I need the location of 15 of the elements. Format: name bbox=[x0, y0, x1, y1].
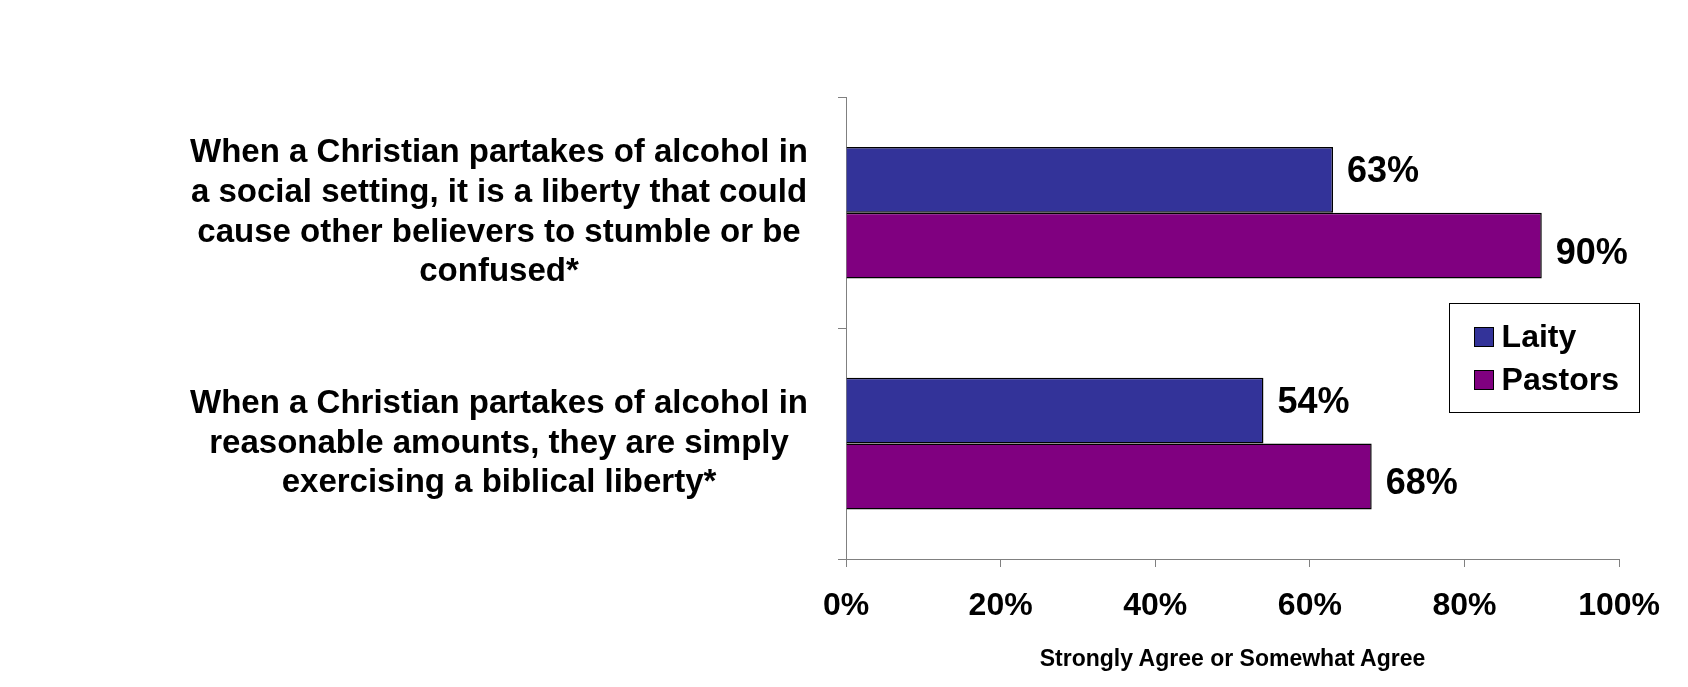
data-label: 68% bbox=[1385, 461, 1458, 503]
x-axis-title: Strongly Agree or Somewhat Agree bbox=[1039, 644, 1426, 671]
legend-label: Pastors bbox=[1501, 361, 1619, 398]
x-tick-label: 40% bbox=[1123, 586, 1188, 623]
data-label: 63% bbox=[1347, 148, 1420, 190]
x-tick-label: 0% bbox=[822, 586, 870, 623]
x-tick-label: 100% bbox=[1578, 586, 1660, 623]
y-tick-label: When a Christian partakes of alcohol in reasonable amounts, they are simply exercising a biblical liberty* bbox=[190, 383, 808, 500]
x-tick-label: 60% bbox=[1277, 586, 1342, 623]
data-label: 54% bbox=[1277, 379, 1350, 421]
x-tick-label: 20% bbox=[968, 586, 1033, 623]
legend-label: Laity bbox=[1501, 318, 1577, 355]
y-tick-label: When a Christian partakes of alcohol in a social setting, it is a liberty that could cause other believers to stumble or be confused* bbox=[190, 132, 808, 289]
x-tick-label: 80% bbox=[1432, 586, 1497, 623]
data-label: 90% bbox=[1555, 230, 1628, 272]
